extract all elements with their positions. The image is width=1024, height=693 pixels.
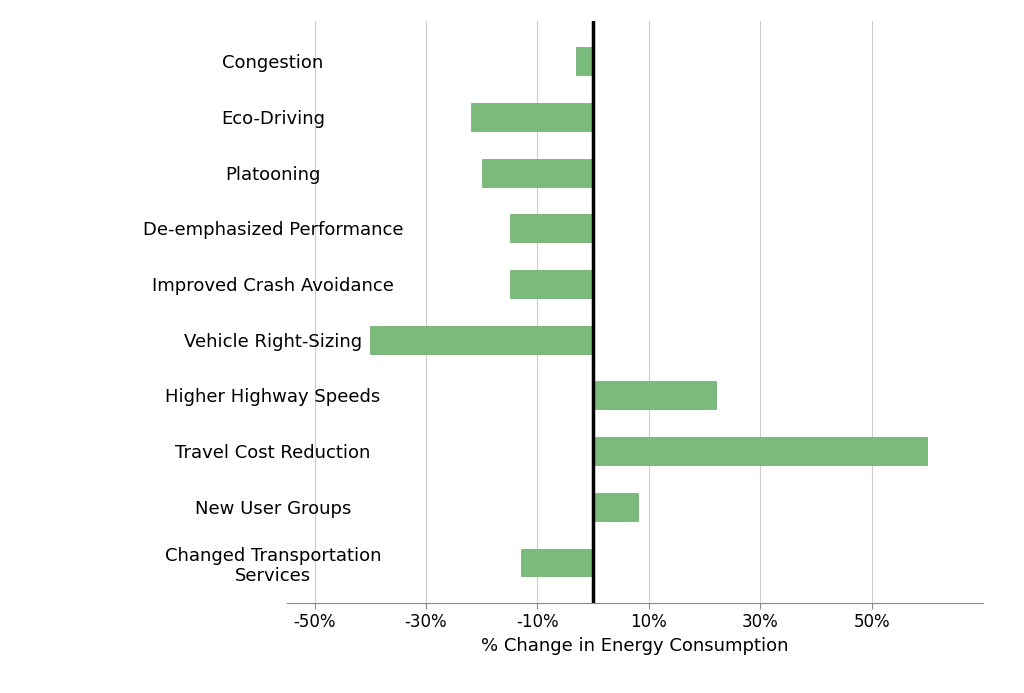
Bar <box>510 270 593 298</box>
Bar <box>577 47 593 75</box>
Bar <box>593 493 638 520</box>
X-axis label: % Change in Energy Consumption: % Change in Energy Consumption <box>481 637 788 655</box>
Bar <box>471 103 593 131</box>
Bar <box>593 437 928 465</box>
Bar <box>520 549 593 577</box>
Bar <box>510 214 593 243</box>
Bar <box>481 159 593 186</box>
Bar <box>371 326 593 353</box>
Bar <box>593 381 716 410</box>
